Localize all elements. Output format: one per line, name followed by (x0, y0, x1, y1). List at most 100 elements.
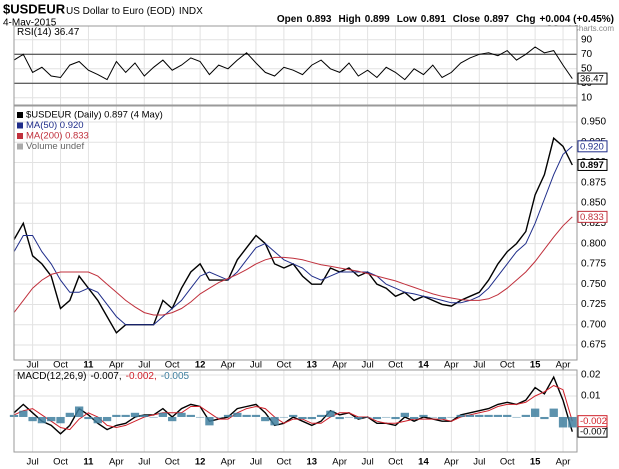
histogram-bar (102, 416, 112, 422)
y-tick-label: 0.950 (581, 117, 606, 128)
x-tick-label: 11 (83, 360, 94, 371)
histogram-bar (503, 414, 512, 417)
panel-title: MACD(12,26,9) -0.007, -0.002, -0.005 (17, 371, 190, 382)
legend-entry: MA(200) 0.833 (26, 131, 89, 142)
value-box (577, 72, 608, 85)
stat-label: Chg (516, 14, 535, 25)
stat-value: 0.899 (365, 14, 390, 25)
x-tick-label: Apr (221, 457, 236, 468)
histogram-bar (326, 410, 335, 417)
legend-entry: $USDEUR (Daily) 0.897 (4 May) (26, 110, 163, 121)
x-tick-label: Jul (250, 457, 262, 468)
value-box-label: 0.897 (580, 160, 604, 171)
histogram-bar (419, 414, 428, 417)
value-box-label: -0.002 (580, 416, 607, 427)
histogram-bar (261, 416, 270, 422)
y-tick-label: 10 (581, 92, 593, 103)
x-tick-label: Apr (332, 360, 347, 371)
x-tick-label: Jul (138, 457, 150, 468)
histogram-bar (56, 416, 65, 424)
x-tick-label: 15 (530, 457, 541, 468)
histogram-bar (391, 416, 400, 420)
histogram-bar (409, 416, 419, 420)
panel-title-text: RSI(14) 36.47 (17, 27, 80, 38)
y-tick-label: 0.825 (581, 218, 606, 229)
histogram-bar (149, 416, 158, 418)
histogram-bar (540, 416, 549, 420)
value-box-label: 0.833 (580, 212, 604, 223)
legend-entry: Volume undef (26, 141, 84, 152)
histogram-bar (521, 414, 530, 417)
histogram-bar (112, 414, 121, 417)
panel (14, 26, 577, 105)
panel-title-text: MACD(12,26,9) (17, 371, 86, 382)
y-tick-label: 0.02 (581, 370, 601, 381)
histogram-bar (140, 414, 149, 417)
histogram-bar (251, 414, 261, 417)
histogram-bar (84, 416, 93, 420)
histogram-bar (214, 416, 223, 418)
x-tick-label: Apr (109, 457, 124, 468)
histogram-bar (37, 416, 47, 424)
series-line (13, 384, 573, 431)
panel (14, 106, 577, 360)
histogram-bar (344, 416, 354, 418)
x-tick-label: Oct (500, 457, 515, 468)
histogram-bar (475, 414, 484, 417)
histogram-bar (158, 412, 168, 417)
x-tick-label: 12 (195, 457, 206, 468)
series-line (13, 145, 573, 326)
x-tick-label: 15 (530, 360, 541, 371)
histogram-bar (242, 414, 251, 417)
histogram-bar (512, 416, 521, 418)
histogram-bar (279, 416, 289, 418)
histogram-bar (372, 416, 382, 420)
x-tick-label: Jul (138, 360, 150, 371)
stat-label: Low (397, 14, 417, 25)
date: 4-May-2015 (3, 18, 57, 29)
histogram-bar (549, 408, 558, 417)
instrument-name: US Dollar to Euro (EOD) INDX (66, 6, 203, 17)
legend-swatch (17, 112, 23, 118)
stat-value: 0.891 (421, 14, 446, 25)
panel-frame (13, 25, 578, 106)
series-line (13, 216, 573, 316)
legend-entry: -0.002, (126, 371, 157, 382)
histogram-bar (168, 416, 177, 422)
watermark: @StockCharts.com (545, 24, 614, 33)
series-line (13, 46, 573, 81)
histogram-bar (568, 416, 577, 428)
symbol: $USDEUR (3, 1, 66, 16)
x-tick-label: 13 (306, 457, 317, 468)
histogram-bar (447, 416, 456, 418)
x-tick-label: 14 (418, 360, 429, 371)
x-tick-label: Jul (473, 457, 485, 468)
y-tick-label: 0.850 (581, 198, 606, 209)
panel (14, 370, 577, 452)
value-box (577, 140, 608, 153)
value-box-label: 0.920 (580, 141, 604, 152)
stat-value: +0.004 (+0.45%) (540, 14, 615, 25)
legend-entry: MA(50) 0.920 (26, 120, 84, 131)
histogram-bar (382, 416, 391, 418)
stat-value: 0.897 (484, 14, 509, 25)
histogram-bar (456, 414, 465, 417)
histogram-bar (93, 416, 102, 424)
value-box-label: -0.007 (580, 427, 607, 438)
name: US Dollar to Euro (EOD) (66, 6, 175, 17)
stat-label: Open (277, 14, 303, 25)
stat-label: High (339, 14, 361, 25)
x-tick-label: Apr (221, 360, 236, 371)
histogram-bar (74, 406, 84, 417)
exchange: INDX (179, 6, 203, 17)
histogram-bar (298, 416, 307, 420)
x-tick-label: Oct (276, 360, 291, 371)
x-tick-label: Jul (362, 360, 374, 371)
histogram-bar (19, 410, 28, 417)
x-tick-label: Oct (53, 457, 68, 468)
x-tick-label: Apr (444, 457, 459, 468)
x-tick-label: Jul (362, 457, 374, 468)
y-tick-label: 0.875 (581, 177, 606, 188)
histogram-bar (465, 414, 475, 417)
histogram-bar (205, 416, 214, 426)
